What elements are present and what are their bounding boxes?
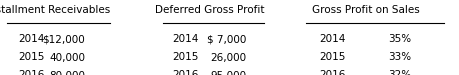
Text: Installment Receivables: Installment Receivables [0, 5, 110, 15]
Text: 80,000: 80,000 [49, 70, 85, 75]
Text: 35%: 35% [388, 34, 411, 44]
Text: 40,000: 40,000 [49, 52, 85, 62]
Text: 2014: 2014 [319, 34, 345, 44]
Text: 95,000: 95,000 [209, 70, 246, 75]
Text: 2016: 2016 [319, 70, 345, 75]
Text: 32%: 32% [388, 70, 411, 75]
Text: 2015: 2015 [18, 52, 45, 62]
Text: $ 7,000: $ 7,000 [206, 34, 246, 44]
Text: Gross Profit on Sales: Gross Profit on Sales [311, 5, 419, 15]
Text: 2014: 2014 [172, 34, 198, 44]
Text: 2014: 2014 [18, 34, 45, 44]
Text: 26,000: 26,000 [209, 52, 246, 62]
Text: 2016: 2016 [18, 70, 45, 75]
Text: Deferred Gross Profit: Deferred Gross Profit [154, 5, 263, 15]
Text: 2016: 2016 [172, 70, 198, 75]
Text: $12,000: $12,000 [42, 34, 85, 44]
Text: 2015: 2015 [172, 52, 198, 62]
Text: 2015: 2015 [319, 52, 345, 62]
Text: 33%: 33% [388, 52, 411, 62]
